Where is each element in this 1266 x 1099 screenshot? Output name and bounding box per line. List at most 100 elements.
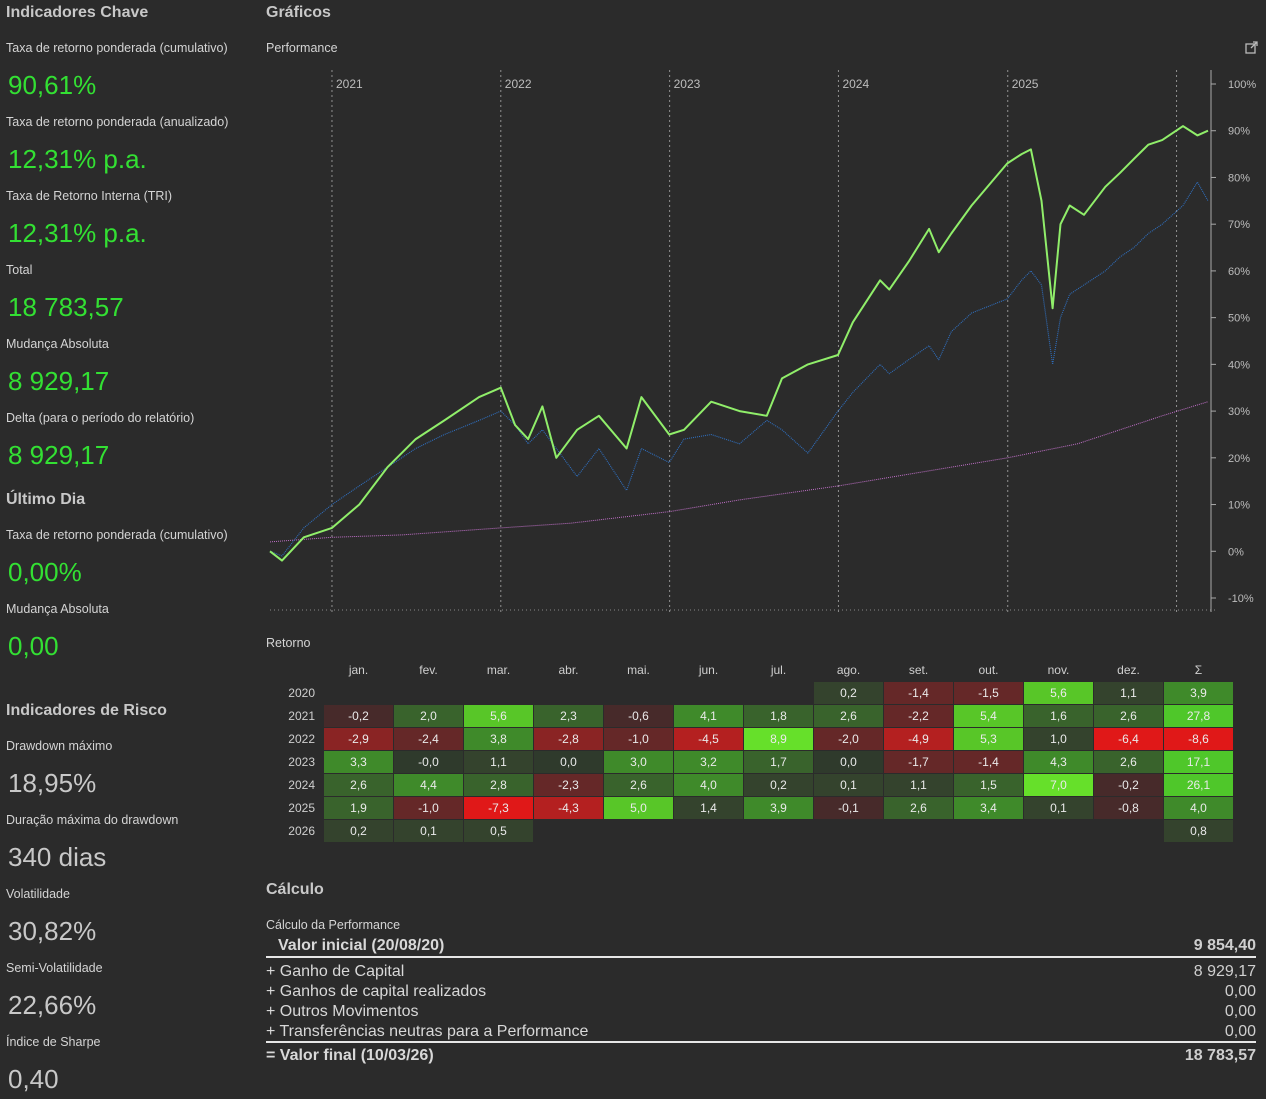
heatmap-cell — [604, 682, 673, 704]
ki-value-delta: 8 929,17 — [8, 440, 110, 470]
calculation-subtitle: Cálculo da Performance — [266, 918, 401, 932]
y-tick-label: 10% — [1228, 500, 1250, 512]
heatmap-cell: -0,2 — [1094, 774, 1163, 796]
year-label: 2023 — [674, 77, 701, 91]
calc-initial-row: Valor inicial (20/08/20) 9 854,40 — [278, 937, 1256, 955]
heatmap-cell: 4,4 — [394, 774, 463, 796]
heatmap-cell: 27,8 — [1164, 705, 1233, 727]
calc-divider-bottom — [266, 1041, 1256, 1043]
series-line-1 — [269, 181, 1209, 557]
key-indicators-title: Indicadores Chave — [6, 4, 149, 21]
calc-final-row: = Valor final (10/03/26) 18 783,57 — [266, 1047, 1256, 1065]
heatmap-cell: 5,0 — [604, 797, 673, 819]
heatmap-row: 2023 3,3 -0,0 1,1 0,0 3,0 3,2 1,7 0,0 -1,7 -1,4 4,3… — [285, 751, 1233, 773]
heatmap-header: Σ — [1194, 663, 1203, 677]
calculation-title: Cálculo — [266, 881, 324, 898]
heatmap-cell: 1,1 — [1094, 682, 1163, 704]
heatmap-cell: 1,9 — [324, 797, 393, 819]
ri-label-semivol: Semi-Volatilidade — [6, 961, 103, 975]
y-tick-label: 100% — [1228, 79, 1256, 91]
heatmap-cell: 3,4 — [954, 797, 1023, 819]
calc-row-label: + Transferências neutras para a Performa… — [266, 1023, 589, 1040]
year-label: 2024 — [842, 77, 869, 91]
heatmap-cell: 2,6 — [884, 797, 953, 819]
calc-final-label: = Valor final (10/03/26) — [266, 1047, 434, 1064]
heatmap-cell — [674, 682, 743, 704]
heatmap-cell: 3,9 — [744, 797, 813, 819]
y-tick-label: 50% — [1228, 313, 1250, 325]
heatmap-cell: 1,1 — [464, 751, 533, 773]
heatmap-cell: -2,8 — [534, 728, 603, 750]
heatmap-cell: 2,6 — [1094, 705, 1163, 727]
heatmap-cell — [884, 820, 953, 842]
heatmap-cell: 1,7 — [744, 751, 813, 773]
calc-final-value: 18 783,57 — [1184, 1047, 1256, 1064]
calc-row-value: 0,00 — [1224, 1023, 1256, 1040]
external-link-icon[interactable] — [1245, 41, 1258, 54]
heatmap-cell: 7,0 — [1024, 774, 1093, 796]
heatmap-cell: -4,3 — [534, 797, 603, 819]
heatmap-cell: 5,4 — [954, 705, 1023, 727]
year-label: 2025 — [1012, 77, 1039, 91]
charts-title: Gráficos — [266, 4, 331, 21]
heatmap-cell: -4,9 — [884, 728, 953, 750]
heatmap-header: set. — [908, 663, 929, 677]
heatmap-cell: 0,5 — [464, 820, 533, 842]
heatmap-cell: 0,1 — [814, 774, 883, 796]
y-tick-label: 0% — [1228, 546, 1244, 558]
ri-value-semivol: 22,66% — [8, 990, 97, 1020]
heatmap-header: mar. — [486, 663, 511, 677]
y-tick-label: 20% — [1228, 453, 1250, 465]
calc-row-value: 0,00 — [1224, 983, 1256, 1000]
heatmap-cell: 17,1 — [1164, 751, 1233, 773]
heatmap-cell — [534, 820, 603, 842]
heatmap-cell: 0,0 — [534, 751, 603, 773]
heatmap-cell: -2,4 — [394, 728, 463, 750]
heatmap-cell — [954, 820, 1023, 842]
heatmap-cell: -1,0 — [604, 728, 673, 750]
heatmap-cell — [464, 682, 533, 704]
heatmap-header: jul. — [770, 663, 787, 677]
ld-label-abs: Mudança Absoluta — [6, 602, 109, 616]
heatmap-cell: -2,9 — [324, 728, 393, 750]
calc-row-label: + Ganhos de capital realizados — [266, 983, 487, 1000]
heatmap-cell: 3,3 — [324, 751, 393, 773]
heatmap-row: 2026 0,2 0,1 0,5 0,8 — [285, 820, 1233, 842]
returns-label: Retorno — [266, 636, 311, 650]
heatmap-cell: 0,2 — [744, 774, 813, 796]
returns-heatmap: jan. fev. mar. abr. mai. jun. jul. ago. … — [284, 658, 1234, 843]
ri-value-sharpe: 0,40 — [8, 1064, 59, 1094]
heatmap-header: dez. — [1117, 663, 1140, 677]
heatmap-year: 2024 — [288, 778, 315, 792]
ki-value-abs-change: 8 929,17 — [8, 366, 110, 396]
y-tick-label: 70% — [1228, 219, 1250, 231]
heatmap-header: fev. — [419, 663, 438, 677]
ri-value-drawdown: 18,95% — [8, 768, 97, 798]
ri-label-dd-duration: Duração máxima do drawdown — [6, 813, 179, 827]
heatmap-cell: 8,9 — [744, 728, 813, 750]
heatmap-cell: 5,6 — [1024, 682, 1093, 704]
heatmap-cell: 2,6 — [324, 774, 393, 796]
y-tick-label: 90% — [1228, 126, 1250, 138]
calc-row: + Ganho de Capital 8 929,17 — [266, 963, 1256, 981]
heatmap-cell: 1,1 — [884, 774, 953, 796]
heatmap-row: 2020 0,2 -1,4 -1,5 5,6 1,1 3,9 — [285, 682, 1233, 704]
ki-label-delta: Delta (para o período do relatório) — [6, 411, 195, 425]
heatmap-cell: 3,8 — [464, 728, 533, 750]
heatmap-row: 2022 -2,9 -2,4 3,8 -2,8 -1,0 -4,5 8,9 -2,0 -4,9 5,… — [285, 728, 1233, 750]
heatmap-cell: -2,0 — [814, 728, 883, 750]
heatmap-cell: 2,6 — [1094, 751, 1163, 773]
heatmap-row: 2025 1,9 -1,0 -7,3 -4,3 5,0 1,4 3,9 -0,1 2,6 3,4 0,… — [285, 797, 1233, 819]
heatmap-cell: -1,7 — [884, 751, 953, 773]
year-label: 2021 — [336, 77, 363, 91]
heatmap-header: mai. — [627, 663, 650, 677]
heatmap-cell — [744, 820, 813, 842]
ki-value-total: 18 783,57 — [8, 292, 124, 322]
heatmap-cell: 0,2 — [814, 682, 883, 704]
heatmap-cell: 4,0 — [1164, 797, 1233, 819]
heatmap-cell: 1,5 — [954, 774, 1023, 796]
calc-divider-top — [266, 956, 1256, 958]
heatmap-cell: 0,0 — [814, 751, 883, 773]
series-line-0 — [269, 125, 1209, 562]
heatmap-cell: 5,3 — [954, 728, 1023, 750]
